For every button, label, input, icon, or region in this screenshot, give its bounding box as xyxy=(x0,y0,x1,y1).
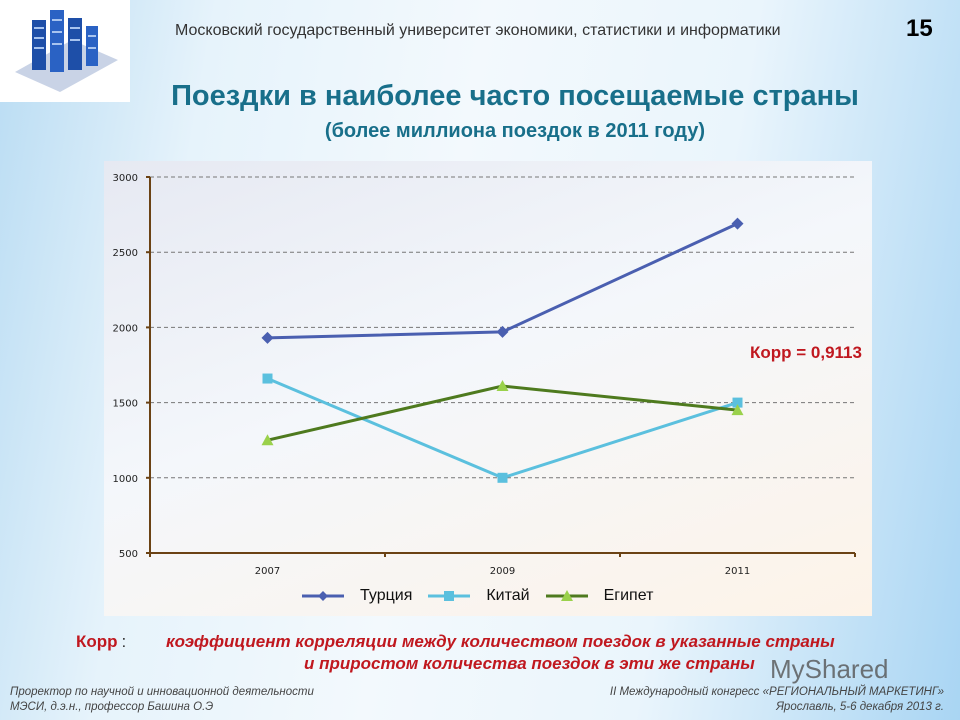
y-tick-label: 1500 xyxy=(113,399,138,410)
square-marker-icon xyxy=(428,591,471,601)
x-tick-label: 2007 xyxy=(255,566,280,577)
triangle-marker-icon xyxy=(731,404,744,416)
diamond-marker-icon xyxy=(496,325,509,338)
legend-item-china: Китай xyxy=(426,587,530,605)
series-line xyxy=(267,222,739,340)
watermark: MyShared xyxy=(770,654,889,684)
legend-item-egypt: Египет xyxy=(544,587,654,605)
legend-label: Китай xyxy=(486,587,530,604)
note-term: Корр xyxy=(76,632,118,651)
y-tick-label: 2000 xyxy=(113,323,138,334)
slide-title: Поездки в наиболее часто посещаемые стра… xyxy=(171,80,859,112)
slide-subtitle: (более миллиона поездок в 2011 году) xyxy=(324,120,706,142)
triangle-marker-icon xyxy=(261,434,274,446)
correlation-note: Корр: коэффициент корреляции между колич… xyxy=(76,632,835,673)
note-colon: : xyxy=(121,632,127,651)
note-definition-line2: и приростом количества поездок в эти же … xyxy=(304,654,755,673)
chart-legend: Турция Китай Египет xyxy=(300,585,667,607)
footer-event-date: Ярославль, 5-6 декабря 2013 г. xyxy=(776,701,944,713)
correlation-label: Корр = 0,9113 xyxy=(750,343,862,362)
footer-event: II Международный конгресс «РЕГИОНАЛЬНЫЙ … xyxy=(609,686,944,698)
x-tick-label: 2009 xyxy=(490,566,515,577)
y-tick-label: 2500 xyxy=(113,248,138,259)
y-tick-label: 3000 xyxy=(113,173,138,184)
triangle-marker-icon xyxy=(545,590,588,601)
footer-author-name: МЭСИ, д.э.н., профессор Башина О.Э xyxy=(10,701,214,713)
note-definition-line1: коэффициент корреляции между количеством… xyxy=(166,632,835,651)
y-tick-label: 500 xyxy=(119,549,138,560)
footer-author-position: Проректор по научной и инновационной дея… xyxy=(10,686,314,698)
y-tick-label: 1000 xyxy=(113,474,138,485)
footer-left: Проректор по научной и инновационной дея… xyxy=(10,685,314,715)
legend-label: Египет xyxy=(603,587,654,604)
legend-label: Турция xyxy=(360,587,413,604)
line-chart: 500 1000 1500 2000 2500 3000 2007 2009 2011 xyxy=(113,173,856,577)
legend-item-turkey: Турция xyxy=(300,587,412,605)
logo-icon xyxy=(15,10,118,92)
square-marker-icon xyxy=(732,397,743,408)
triangle-marker-icon xyxy=(496,380,509,392)
diamond-marker-icon xyxy=(731,217,744,230)
diamond-marker-icon xyxy=(261,331,274,344)
diamond-marker-icon xyxy=(302,591,344,601)
page-number: 15 xyxy=(906,15,933,42)
square-marker-icon xyxy=(262,373,273,384)
square-marker-icon xyxy=(497,472,508,483)
x-tick-label: 2011 xyxy=(725,566,750,577)
series-line xyxy=(267,384,738,442)
university-logo xyxy=(0,0,130,102)
chart-panel: 500 1000 1500 2000 2500 3000 2007 2009 2011 xyxy=(104,161,872,616)
university-name: Московский государственный университет э… xyxy=(175,22,781,39)
footer-right: II Международный конгресс «РЕГИОНАЛЬНЫЙ … xyxy=(610,685,944,715)
series-line xyxy=(266,377,738,480)
